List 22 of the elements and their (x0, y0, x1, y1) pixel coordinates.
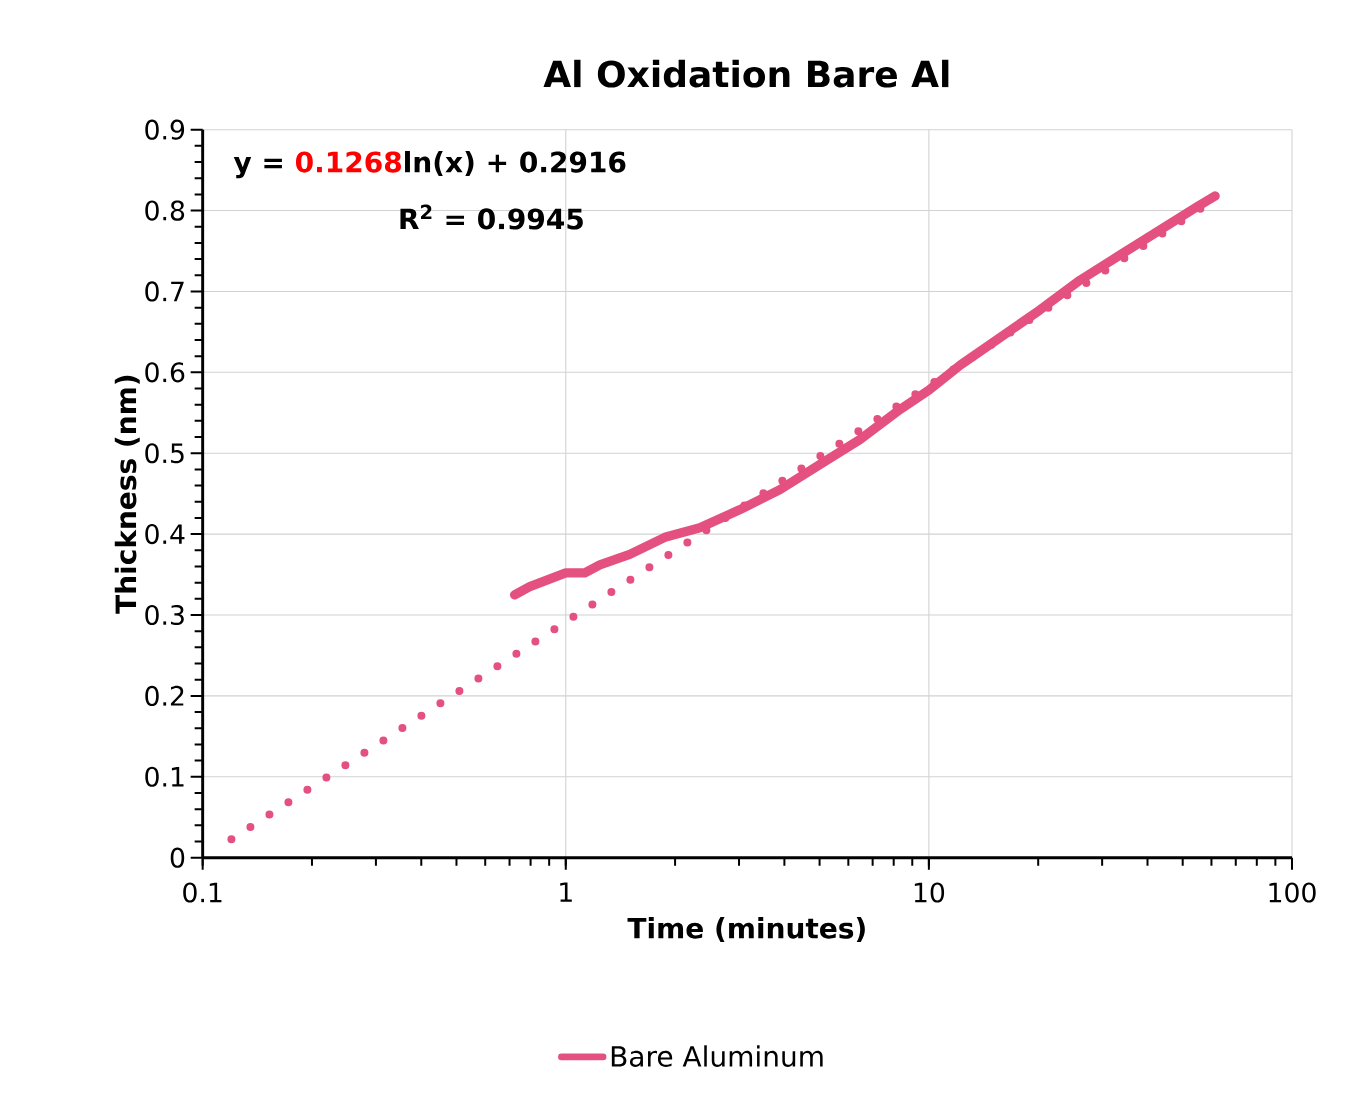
x-tick-label: 1 (560, 882, 572, 902)
y-tick-label: 0.6 (145, 362, 185, 383)
x-tick-label: 10 (914, 882, 945, 903)
y-tick-label: 0.3 (145, 604, 184, 626)
x-tick-label: 0.1 (183, 882, 222, 903)
annotation: ln(x) + 0.2916 (405, 150, 626, 176)
y-tick-label: 0.8 (145, 200, 185, 221)
chart-title: Al Oxidation Bare Al (543, 59, 949, 88)
x-tick-label: 100 (1269, 882, 1316, 903)
y-tick-label: 0.1 (145, 766, 184, 787)
annotation: 0.1268 (295, 151, 401, 173)
y-tick-label: 0.9 (145, 119, 185, 140)
y-tick-label: 0 (170, 847, 185, 868)
annotation: R$^{2}$ = 0.9945 (400, 204, 583, 230)
y-tick-label: 0.7 (145, 281, 184, 302)
y-axis-title: Thickness (nm) (114, 375, 140, 614)
y-tick-label: 0.2 (145, 685, 184, 706)
annotation: y = (233, 156, 282, 179)
y-tick-label: 0.4 (145, 524, 185, 545)
legend-label: Bare Aluminum (611, 1045, 823, 1067)
y-tick-label: 0.5 (145, 443, 184, 464)
x-axis-title: Time (minutes) (627, 917, 865, 943)
